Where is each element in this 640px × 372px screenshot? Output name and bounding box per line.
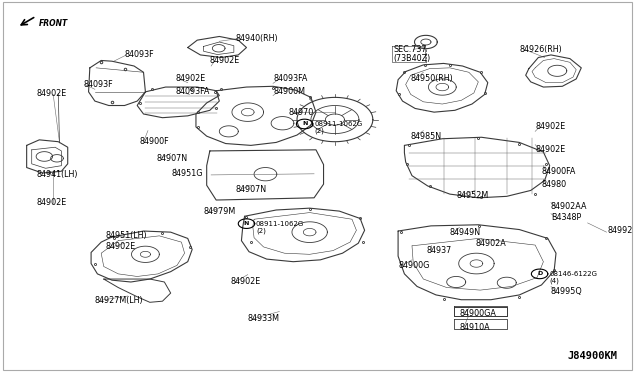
Text: 84979M: 84979M bbox=[204, 207, 236, 217]
Text: 84926(RH): 84926(RH) bbox=[520, 45, 562, 54]
Text: (2): (2) bbox=[314, 127, 324, 134]
Text: 84902E: 84902E bbox=[535, 145, 565, 154]
Text: 84093F: 84093F bbox=[125, 51, 154, 60]
Text: 84902AA: 84902AA bbox=[551, 202, 588, 211]
Text: 84933M: 84933M bbox=[248, 314, 280, 323]
Text: 84902E: 84902E bbox=[230, 278, 260, 286]
Text: 84902E: 84902E bbox=[210, 56, 240, 65]
Text: J84900KM: J84900KM bbox=[567, 352, 618, 361]
Text: 84900G: 84900G bbox=[398, 261, 429, 270]
Text: D: D bbox=[537, 272, 542, 276]
Text: 84992: 84992 bbox=[608, 226, 633, 235]
Text: 84941(LH): 84941(LH) bbox=[36, 170, 77, 179]
Text: 84907N: 84907N bbox=[235, 185, 266, 194]
Text: 84949N: 84949N bbox=[450, 228, 481, 237]
Text: 84937: 84937 bbox=[426, 246, 452, 255]
Text: SEC.737: SEC.737 bbox=[393, 45, 426, 54]
Text: 84970: 84970 bbox=[289, 108, 314, 117]
Text: 84902E: 84902E bbox=[36, 89, 67, 98]
Text: FRONT: FRONT bbox=[39, 19, 68, 28]
Text: 08911-1062G: 08911-1062G bbox=[314, 121, 362, 127]
Text: 84902E: 84902E bbox=[106, 243, 136, 251]
Text: 84902E: 84902E bbox=[175, 74, 205, 83]
Text: N: N bbox=[244, 221, 249, 226]
Text: 08146-6122G: 08146-6122G bbox=[550, 271, 598, 277]
Text: 84995Q: 84995Q bbox=[551, 287, 582, 296]
Text: 84910A: 84910A bbox=[460, 323, 490, 331]
Text: 84985N: 84985N bbox=[411, 132, 442, 141]
Text: 84902E: 84902E bbox=[535, 122, 565, 131]
Text: N: N bbox=[302, 122, 307, 126]
Text: 84940(RH): 84940(RH) bbox=[235, 34, 278, 43]
Text: 84900F: 84900F bbox=[139, 137, 169, 146]
Text: 84902A: 84902A bbox=[475, 239, 506, 248]
Text: 84951G: 84951G bbox=[172, 169, 204, 177]
Text: 84927M(LH): 84927M(LH) bbox=[95, 296, 143, 305]
Text: 84093F: 84093F bbox=[83, 80, 113, 89]
Text: 84093FA: 84093FA bbox=[175, 87, 209, 96]
Text: (73B40Z): (73B40Z) bbox=[393, 54, 430, 63]
Text: 84980: 84980 bbox=[541, 180, 566, 189]
Text: 84900FA: 84900FA bbox=[541, 167, 576, 176]
Text: 84952M: 84952M bbox=[456, 191, 488, 200]
Text: 84093FA: 84093FA bbox=[273, 74, 307, 83]
Text: (4): (4) bbox=[550, 277, 559, 284]
Text: 84900M: 84900M bbox=[273, 87, 305, 96]
Text: 84950(RH): 84950(RH) bbox=[411, 74, 454, 83]
Text: 84907N: 84907N bbox=[156, 154, 188, 163]
Text: 08911-1062G: 08911-1062G bbox=[256, 221, 304, 227]
Text: 84951(LH): 84951(LH) bbox=[106, 231, 147, 240]
Text: B4348P: B4348P bbox=[551, 213, 581, 222]
Text: 84900GA: 84900GA bbox=[460, 309, 496, 318]
Text: (2): (2) bbox=[256, 227, 266, 234]
Text: 84902E: 84902E bbox=[36, 198, 67, 207]
